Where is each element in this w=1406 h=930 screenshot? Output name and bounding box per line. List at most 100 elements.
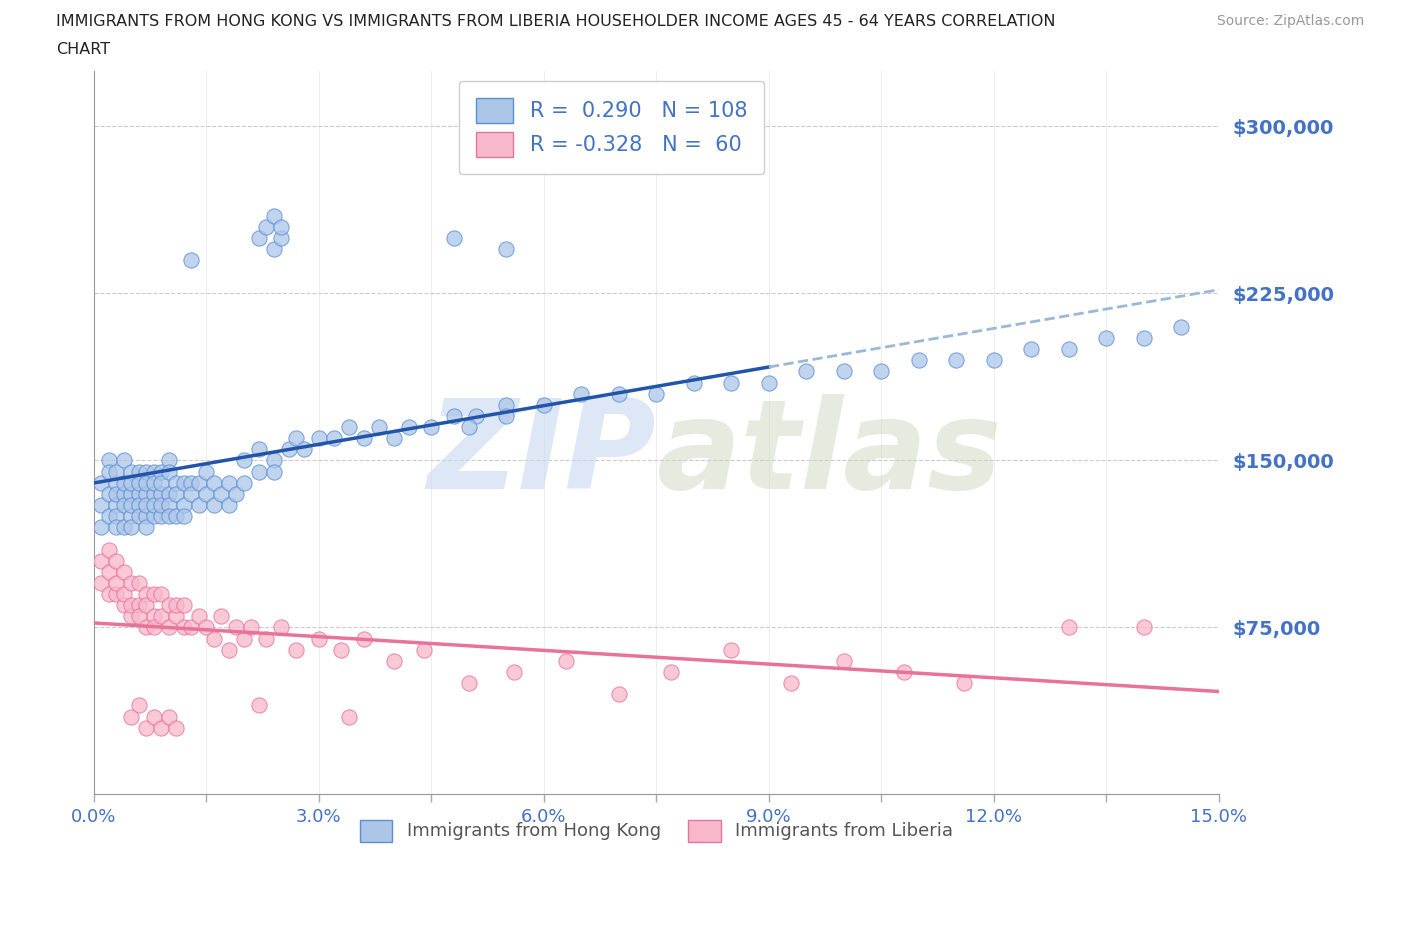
Point	[105, 587, 128, 602]
Point	[105, 498, 128, 512]
Point	[90, 576, 112, 591]
Point	[105, 486, 128, 501]
Point	[571, 386, 593, 401]
Point	[105, 464, 128, 479]
Point	[232, 631, 254, 646]
Point	[173, 475, 195, 490]
Point	[495, 397, 517, 412]
Point	[97, 587, 120, 602]
Point	[128, 609, 150, 624]
Point	[150, 587, 173, 602]
Point	[120, 609, 142, 624]
Point	[254, 631, 277, 646]
Point	[180, 620, 202, 635]
Text: atlas: atlas	[657, 393, 1002, 515]
Point	[135, 475, 157, 490]
Text: CHART: CHART	[56, 42, 110, 57]
Point	[120, 475, 142, 490]
Point	[908, 352, 931, 367]
Point	[263, 464, 285, 479]
Point	[330, 643, 353, 658]
Point	[157, 486, 180, 501]
Point	[893, 665, 915, 680]
Point	[187, 475, 209, 490]
Point	[150, 609, 173, 624]
Point	[218, 643, 240, 658]
Point	[112, 453, 135, 468]
Point	[142, 464, 165, 479]
Point	[337, 709, 360, 724]
Point	[120, 498, 142, 512]
Point	[398, 419, 420, 434]
Point	[105, 475, 128, 490]
Point	[232, 453, 254, 468]
Point	[135, 498, 157, 512]
Point	[173, 498, 195, 512]
Point	[661, 665, 683, 680]
Point	[209, 609, 232, 624]
Point	[150, 475, 173, 490]
Point	[225, 620, 247, 635]
Point	[232, 475, 254, 490]
Point	[607, 687, 630, 702]
Point	[254, 219, 277, 234]
Point	[202, 498, 225, 512]
Point	[157, 709, 180, 724]
Point	[135, 509, 157, 524]
Point	[128, 576, 150, 591]
Point	[157, 598, 180, 613]
Point	[263, 453, 285, 468]
Point	[112, 598, 135, 613]
Point	[112, 565, 135, 579]
Point	[112, 587, 135, 602]
Point	[180, 475, 202, 490]
Point	[353, 431, 375, 445]
Point	[150, 509, 173, 524]
Point	[503, 665, 526, 680]
Text: IMMIGRANTS FROM HONG KONG VS IMMIGRANTS FROM LIBERIA HOUSEHOLDER INCOME AGES 45 : IMMIGRANTS FROM HONG KONG VS IMMIGRANTS …	[56, 14, 1056, 29]
Point	[247, 698, 270, 713]
Point	[90, 475, 112, 490]
Point	[112, 520, 135, 535]
Point	[277, 442, 299, 457]
Point	[555, 654, 578, 669]
Point	[112, 486, 135, 501]
Point	[263, 208, 285, 223]
Point	[832, 364, 855, 379]
Point	[173, 598, 195, 613]
Point	[1170, 319, 1192, 334]
Point	[157, 620, 180, 635]
Point	[142, 498, 165, 512]
Point	[443, 408, 465, 423]
Point	[120, 709, 142, 724]
Point	[180, 253, 202, 268]
Point	[135, 486, 157, 501]
Point	[720, 643, 742, 658]
Point	[645, 386, 668, 401]
Point	[165, 509, 187, 524]
Point	[292, 442, 315, 457]
Point	[458, 419, 481, 434]
Point	[322, 431, 344, 445]
Point	[157, 498, 180, 512]
Point	[607, 386, 630, 401]
Point	[832, 654, 855, 669]
Point	[97, 464, 120, 479]
Point	[120, 464, 142, 479]
Point	[413, 643, 436, 658]
Point	[533, 397, 555, 412]
Point	[97, 453, 120, 468]
Point	[458, 676, 481, 691]
Point	[142, 620, 165, 635]
Legend: Immigrants from Hong Kong, Immigrants from Liberia: Immigrants from Hong Kong, Immigrants fr…	[352, 811, 962, 851]
Point	[202, 631, 225, 646]
Point	[157, 453, 180, 468]
Point	[195, 486, 218, 501]
Point	[142, 609, 165, 624]
Point	[97, 565, 120, 579]
Point	[165, 475, 187, 490]
Point	[1133, 620, 1156, 635]
Point	[195, 620, 218, 635]
Point	[157, 464, 180, 479]
Point	[128, 598, 150, 613]
